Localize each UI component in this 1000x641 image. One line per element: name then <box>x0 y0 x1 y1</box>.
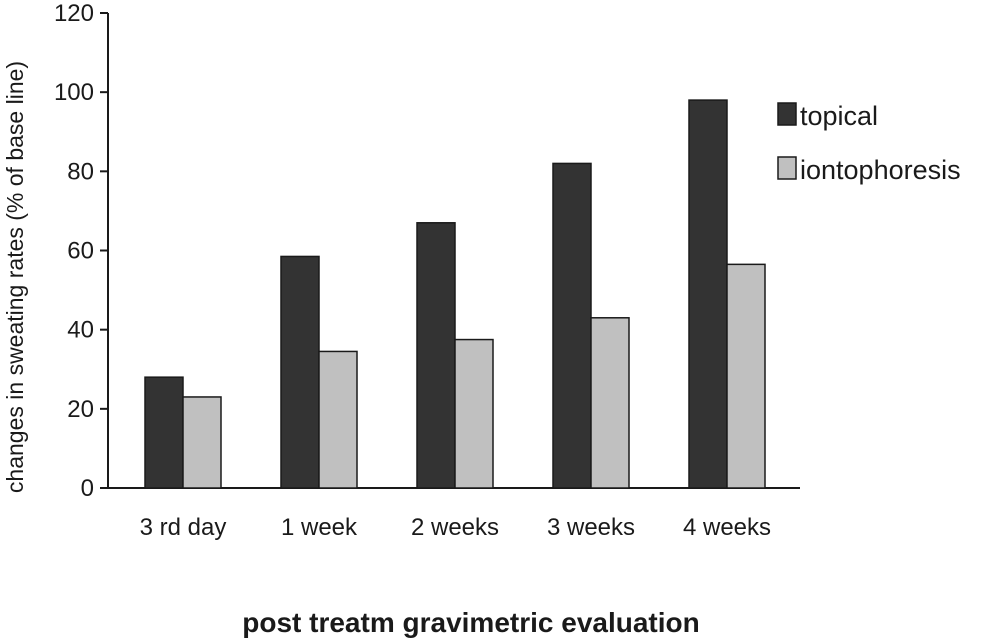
bar-iontophoresis-3 <box>590 317 630 489</box>
bar-topical-4 <box>688 99 728 489</box>
bar-iontophoresis-1 <box>318 350 358 489</box>
y-tick-label: 40 <box>67 317 94 344</box>
x-tick-label: 4 weeks <box>683 514 771 541</box>
x-tick-label: 3 weeks <box>547 514 635 541</box>
y-axis-title: changes in sweating rates (% of base lin… <box>2 61 28 493</box>
bar-topical-0 <box>144 376 184 489</box>
x-axis-title: post treatm gravimetric evaluation <box>242 607 699 638</box>
bar-iontophoresis-0 <box>182 396 222 489</box>
legend-swatch-topical <box>777 102 797 126</box>
y-axis: 0 20 40 60 80 100 120 <box>54 0 109 502</box>
x-axis: 3 rd day 1 week 2 weeks 3 weeks 4 weeks <box>108 487 800 541</box>
bar-iontophoresis-4 <box>726 263 766 489</box>
y-tick-label: 20 <box>67 396 94 423</box>
y-tick-label: 80 <box>67 158 94 185</box>
y-tick-label: 120 <box>54 0 94 27</box>
y-tick-label: 0 <box>81 475 94 502</box>
legend-swatch-iontophoresis <box>777 156 797 180</box>
bars-group <box>144 99 766 489</box>
legend: topical iontophoresis <box>777 101 961 185</box>
x-tick-label: 1 week <box>281 514 358 541</box>
bar-topical-1 <box>280 255 320 489</box>
bar-topical-3 <box>552 162 592 489</box>
y-tick-label: 100 <box>54 79 94 106</box>
y-tick-label: 60 <box>67 238 94 265</box>
bar-topical-2 <box>416 222 456 489</box>
legend-label-topical: topical <box>800 101 878 131</box>
bar-iontophoresis-2 <box>454 338 494 489</box>
x-tick-label: 2 weeks <box>411 514 499 541</box>
legend-label-iontophoresis: iontophoresis <box>800 155 961 185</box>
x-tick-label: 3 rd day <box>140 514 227 541</box>
